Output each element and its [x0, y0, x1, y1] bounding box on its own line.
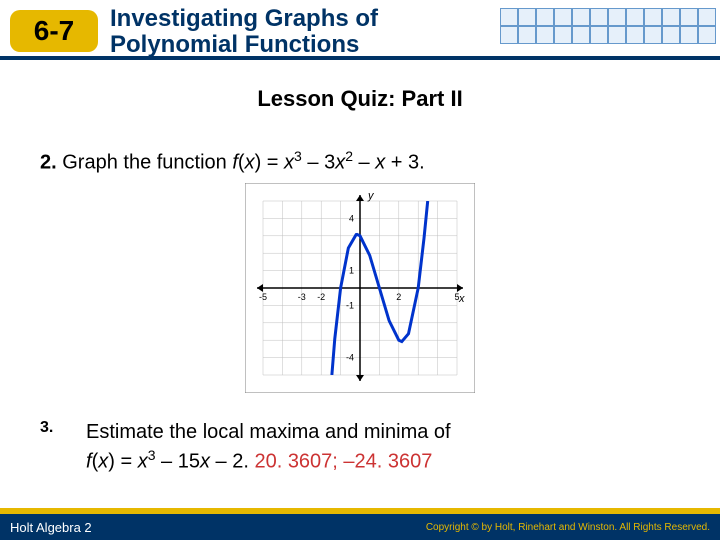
q2-t1: x	[284, 152, 294, 174]
q3-t4: – 2.	[210, 450, 254, 472]
q2-text-pre: Graph the function	[62, 152, 232, 174]
svg-text:-3: -3	[298, 292, 306, 302]
q3-eq: ) =	[108, 450, 137, 472]
svg-text:4: 4	[349, 213, 354, 223]
footer: Holt Algebra 2 Copyright © by Holt, Rine…	[0, 514, 720, 540]
q3-answer1: 20. 3607;	[254, 450, 343, 472]
svg-text:x: x	[458, 293, 465, 305]
header-underline	[0, 56, 720, 60]
q2-t6: + 3.	[385, 152, 424, 174]
q2-number: 2.	[40, 152, 57, 174]
header: 6-7 Investigating Graphs of Polynomial F…	[0, 0, 720, 62]
q2-e1: 3	[294, 148, 302, 164]
title-line2: Polynomial Functions	[110, 31, 359, 58]
function-graph: -5-3-225-4-114yx	[245, 183, 475, 393]
q2-t4: –	[353, 152, 375, 174]
svg-text:1: 1	[349, 265, 354, 275]
q3-number: 3.	[40, 419, 86, 476]
q2-t2: – 3	[302, 152, 335, 174]
q3-x1: x	[98, 450, 108, 472]
subtitle: Lesson Quiz: Part II	[0, 86, 720, 112]
footer-right: Copyright © by Holt, Rinehart and Winsto…	[426, 522, 710, 533]
content: 2. Graph the function f(x) = x3 – 3x2 – …	[0, 112, 720, 475]
q2-f: f	[232, 152, 238, 174]
title-line1: Investigating Graphs of	[110, 5, 378, 32]
q3-line1a: Estimate the local maxima and minima of	[86, 421, 451, 443]
q2-t3: x	[335, 152, 345, 174]
svg-text:-1: -1	[346, 300, 354, 310]
q2-e2: 2	[345, 148, 353, 164]
question-2: 2. Graph the function f(x) = x3 – 3x2 – …	[40, 148, 680, 175]
footer-left: Holt Algebra 2	[10, 520, 92, 535]
svg-text:-4: -4	[346, 352, 354, 362]
q2-t5: x	[375, 152, 385, 174]
svg-text:-5: -5	[259, 292, 267, 302]
svg-text:2: 2	[396, 292, 401, 302]
question-3: 3. Estimate the local maxima and minima …	[40, 419, 680, 476]
svg-text:-2: -2	[317, 292, 325, 302]
q3-t1: x	[138, 450, 148, 472]
q3-t2: – 15	[155, 450, 199, 472]
q3-answer2: –24. 3607	[343, 450, 432, 472]
lesson-badge: 6-7	[10, 10, 98, 52]
chart-container: -5-3-225-4-114yx	[40, 183, 680, 393]
q2-x1: x	[245, 152, 255, 174]
q3-f: f	[86, 450, 92, 472]
q2-eq: ) =	[255, 152, 284, 174]
q3-t3: x	[200, 450, 210, 472]
header-grid	[500, 8, 720, 52]
page-title: Investigating Graphs of Polynomial Funct…	[110, 6, 378, 59]
q3-text: Estimate the local maxima and minima of …	[86, 419, 451, 476]
